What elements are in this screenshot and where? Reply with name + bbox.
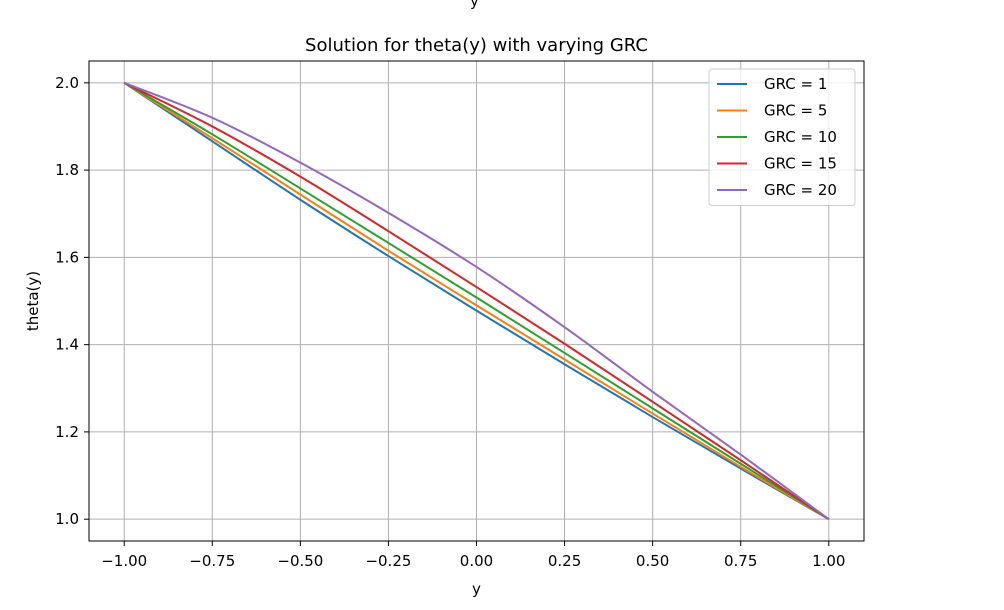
x-tick-label: 1.00 [812, 552, 845, 570]
series-line-3 [123, 81, 830, 521]
y-tick-label: 1.6 [55, 248, 79, 266]
y-tick-label: 1.8 [55, 161, 79, 179]
x-axis-label: y [472, 580, 481, 598]
series-line-1 [123, 81, 830, 521]
top-cut-label: y [470, 0, 479, 10]
series-line-4 [123, 81, 830, 521]
legend-label: GRC = 20 [764, 181, 837, 199]
grid [89, 61, 864, 541]
series-line-5 [123, 81, 830, 520]
x-tick-label: −0.50 [277, 552, 323, 570]
legend: GRC = 1 GRC = 5 GRC = 10 GRC = 15 GRC = 20 [708, 68, 856, 206]
y-tick-label: 1.0 [55, 510, 79, 528]
x-tick-label: 0.50 [636, 552, 669, 570]
legend-label: GRC = 5 [764, 102, 827, 120]
y-tick-label: 1.4 [55, 336, 79, 354]
series-line-2 [123, 81, 830, 521]
axis-ticks: −1.00 −0.75 −0.50 −0.25 0.00 0.25 0.50 0.75 1.00… [55, 74, 845, 570]
chart-title: Solution for theta(y) with varying GRC [305, 35, 648, 56]
series-lines [123, 81, 830, 521]
x-tick-label: 0.25 [548, 552, 581, 570]
legend-label: GRC = 10 [764, 128, 837, 146]
x-tick-label: −0.25 [365, 552, 411, 570]
y-tick-label: 2.0 [55, 74, 79, 92]
y-tick-label: 1.2 [55, 423, 79, 441]
x-tick-label: 0.75 [724, 552, 757, 570]
x-tick-label: 0.00 [460, 552, 493, 570]
x-tick-label: −1.00 [101, 552, 147, 570]
y-axis-label: theta(y) [24, 271, 42, 331]
x-tick-label: −0.75 [189, 552, 235, 570]
legend-label: GRC = 1 [764, 75, 827, 93]
legend-box [708, 68, 856, 206]
legend-label: GRC = 15 [764, 155, 837, 173]
